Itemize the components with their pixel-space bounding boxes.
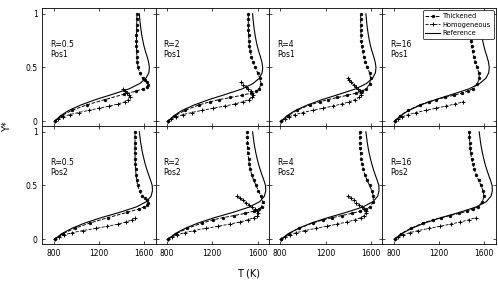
Text: R=16
Pos2: R=16 Pos2: [390, 158, 411, 178]
Text: Y*: Y*: [2, 121, 12, 132]
Text: R=2
Pos1: R=2 Pos1: [163, 40, 181, 60]
Legend: Thickened, Homogeneous, Reference: Thickened, Homogeneous, Reference: [423, 10, 494, 39]
Text: R=4
Pos2: R=4 Pos2: [277, 158, 295, 178]
Text: R=0.5
Pos1: R=0.5 Pos1: [50, 40, 74, 60]
Text: R=0.5
Pos2: R=0.5 Pos2: [50, 158, 74, 178]
Text: R=16
Pos1: R=16 Pos1: [390, 40, 411, 60]
Text: R=2
Pos2: R=2 Pos2: [163, 158, 181, 178]
Text: R=4
Pos1: R=4 Pos1: [277, 40, 295, 60]
Text: T (K): T (K): [238, 268, 260, 278]
